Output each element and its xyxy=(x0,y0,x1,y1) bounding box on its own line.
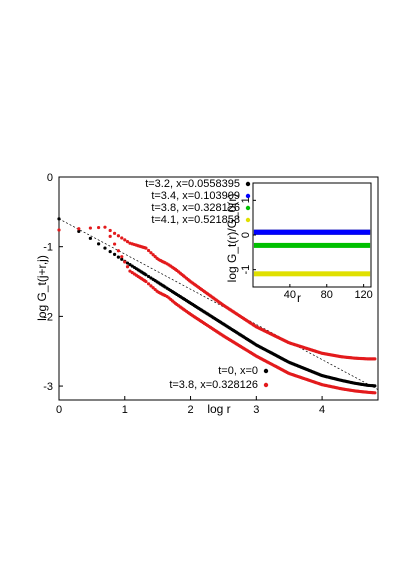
main-x-tick-label-3: 3 xyxy=(253,404,259,416)
point-t0-1 xyxy=(77,229,81,233)
inset-x-axis-label: r xyxy=(297,291,301,305)
point-t38-upper-10 xyxy=(125,240,130,244)
top-legend-label-3: t=4.1, x=0.521858 xyxy=(151,214,240,226)
main-x-tick-label-2: 2 xyxy=(187,404,193,416)
inset-x-tick-label-2: 120 xyxy=(354,289,372,301)
top-legend-marker-2 xyxy=(245,205,251,211)
main-plot: 0 1 2 3 4 0 -1 -2 -3 log r log G_t(j+r,j) t=0, … xyxy=(35,172,379,416)
main-plot-frame xyxy=(58,176,379,401)
inset-line-3 xyxy=(253,271,371,277)
point-t38-lower-6 xyxy=(112,242,117,246)
top-legend-marker-3 xyxy=(245,217,251,223)
main-x-tick-label-0: 0 xyxy=(56,404,62,416)
top-legend-label-1: t=3.4, x=0.103909 xyxy=(151,190,240,202)
main-y-tick-label-2: -2 xyxy=(43,311,53,323)
main-y-tick-label-1: -1 xyxy=(43,242,53,254)
point-t38-lower-21 xyxy=(146,282,151,286)
point-t38-upper-23 xyxy=(151,253,155,257)
inset-plot: 40 80 120 1 0 -1 r log G_t(r)/G_0(r) xyxy=(225,182,373,305)
inset-y-tick-label-2: -1 xyxy=(240,265,252,275)
point-t38-upper-9 xyxy=(123,238,127,242)
point-t38-upper-3 xyxy=(96,225,101,230)
point-t38-upper-4 xyxy=(103,225,107,229)
inset-y-tick-label-0: 1 xyxy=(240,197,252,203)
top-legend-marker-0 xyxy=(245,181,251,187)
point-t38-lower-8 xyxy=(120,255,124,259)
main-x-tick-label-4: 4 xyxy=(319,404,325,416)
main-y-tick-label-3: -3 xyxy=(43,381,53,393)
inset-y-tick-label-1: 0 xyxy=(240,232,252,238)
point-t38-upper-21 xyxy=(146,248,151,253)
main-legend: t=0, x=0 t=3.8, x=0.328126 xyxy=(169,365,269,391)
point-t38-upper-6 xyxy=(112,231,117,235)
inset-y-axis-label: log G_t(r)/G_0(r) xyxy=(225,194,239,283)
point-t38-upper-2 xyxy=(88,226,92,230)
main-x-axis-label: log r xyxy=(207,402,230,416)
point-t38-lower-22 xyxy=(149,284,153,288)
point-t38-upper-8 xyxy=(120,236,124,240)
point-t38-upper-0 xyxy=(57,228,61,232)
main-y-tick-label-0: 0 xyxy=(47,172,53,184)
point-t38-upper-176 xyxy=(373,357,377,361)
top-legend-label-2: t=3.8, x=0.328126 xyxy=(151,202,240,214)
main-legend-label-0: t=0, x=0 xyxy=(218,365,258,377)
point-t0-10 xyxy=(125,261,130,265)
point-t38-lower-5 xyxy=(108,234,112,238)
point-t0-6 xyxy=(112,252,117,256)
main-y-axis-label: log G_t(j+r,j) xyxy=(35,255,49,321)
point-t0-4 xyxy=(103,246,107,250)
point-t38-lower-176 xyxy=(373,391,377,395)
point-t38-upper-7 xyxy=(116,234,120,238)
inset-line-1 xyxy=(253,229,371,235)
point-t0-3 xyxy=(96,242,101,246)
point-t38-lower-7 xyxy=(116,249,120,253)
top-legend-marker-1 xyxy=(245,193,251,199)
point-t0-2 xyxy=(88,236,92,240)
fit-line xyxy=(58,218,379,390)
point-t0-8 xyxy=(120,257,124,261)
top-legend-label-0: t=3.2, x=0.0558395 xyxy=(145,178,240,190)
point-t38-lower-9 xyxy=(123,260,127,264)
point-t0-7 xyxy=(116,255,120,259)
main-legend-label-1: t=3.8, x=0.328126 xyxy=(169,379,258,391)
point-t38-lower-10 xyxy=(125,265,130,269)
main-x-tick-label-1: 1 xyxy=(122,404,128,416)
point-t0-0 xyxy=(57,217,61,221)
point-t0-20 xyxy=(144,273,148,277)
point-t0-5 xyxy=(108,249,112,254)
inset-plot-frame xyxy=(252,182,372,288)
main-legend-marker-0 xyxy=(263,368,269,374)
inset-x-tick-label-0: 40 xyxy=(284,289,296,301)
inset-line-2 xyxy=(253,242,371,248)
point-t38-upper-1 xyxy=(77,227,81,231)
main-legend-marker-1 xyxy=(263,382,269,388)
point-t38-lower-11 xyxy=(128,269,132,273)
point-t38-upper-5 xyxy=(108,228,112,233)
point-t38-upper-22 xyxy=(149,251,153,255)
point-t0-11 xyxy=(128,263,132,267)
top-legend: t=3.2, x=0.0558395 t=3.4, x=0.103909 t=3… xyxy=(145,178,251,226)
point-t0-21 xyxy=(146,274,151,279)
point-t38-lower-20 xyxy=(144,279,148,284)
inset-x-tick-label-1: 80 xyxy=(321,289,333,301)
point-t38-upper-20 xyxy=(144,246,148,250)
point-t0-176 xyxy=(373,384,377,388)
